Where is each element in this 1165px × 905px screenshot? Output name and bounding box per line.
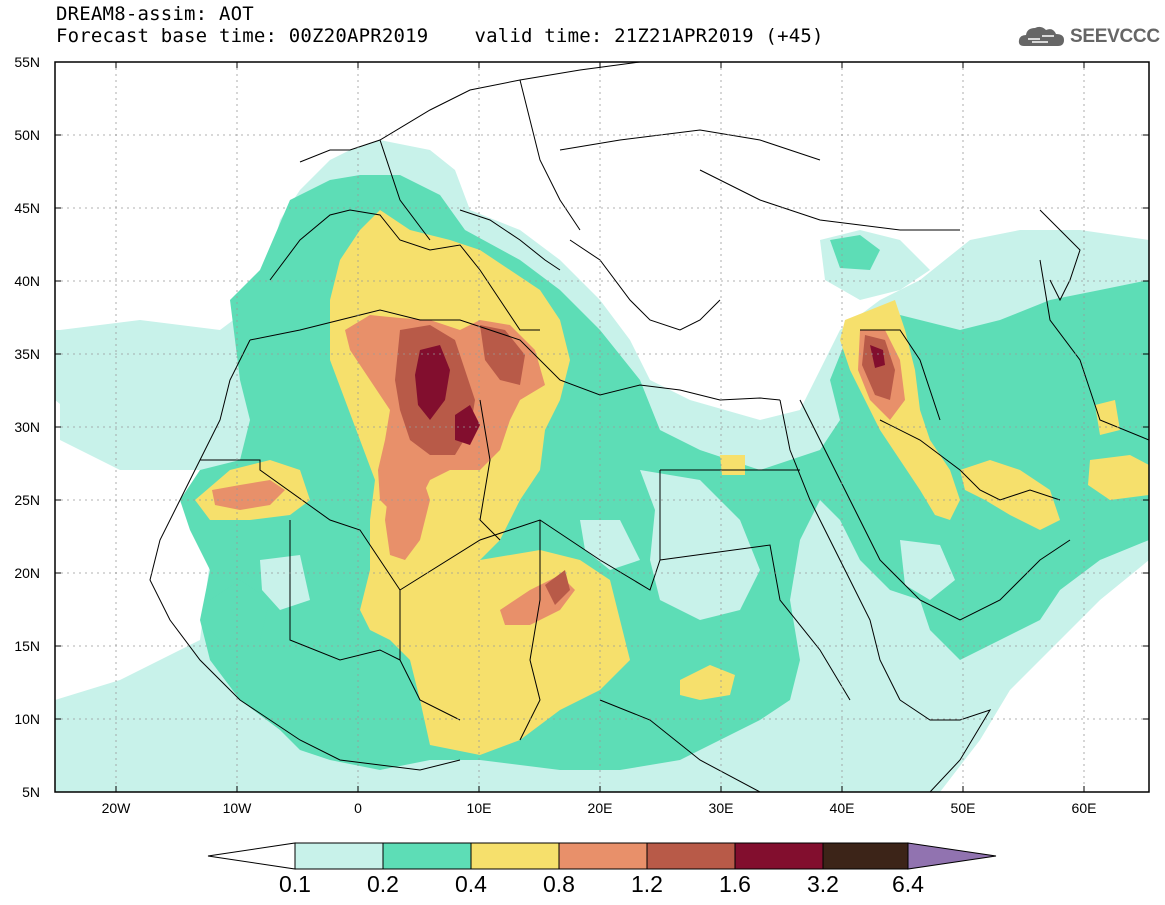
lat-label: 10N <box>10 711 40 727</box>
lon-label: 10E <box>459 800 499 816</box>
colorbar-label: 0.1 <box>265 871 325 898</box>
lon-label: 30E <box>701 800 741 816</box>
lon-label: 50E <box>943 800 983 816</box>
lon-label: 0 <box>338 800 378 816</box>
lat-label: 50N <box>10 127 40 143</box>
lat-label: 15N <box>10 638 40 654</box>
colorbar-label: 1.2 <box>617 871 677 898</box>
colorbar-label: 0.4 <box>441 871 501 898</box>
colorbar <box>208 843 996 869</box>
colorbar-low-arrow <box>208 843 295 869</box>
colorbar-box-0-4 <box>471 843 559 869</box>
lat-label: 5N <box>10 784 40 800</box>
colorbar-label: 3.2 <box>793 871 853 898</box>
colorbar-box-3-2 <box>823 843 908 869</box>
colorbar-label: 1.6 <box>705 871 765 898</box>
lon-label: 60E <box>1064 800 1104 816</box>
colorbar-box-1-2 <box>647 843 735 869</box>
lat-label: 40N <box>10 273 40 289</box>
lat-label: 25N <box>10 492 40 508</box>
colorbar-label: 6.4 <box>878 871 938 898</box>
colorbar-box-0-8 <box>559 843 647 869</box>
lat-label: 35N <box>10 346 40 362</box>
lon-label: 20W <box>96 800 136 816</box>
colorbar-box-1-6 <box>735 843 823 869</box>
colorbar-label: 0.2 <box>353 871 413 898</box>
lat-label: 55N <box>10 54 40 70</box>
colorbar-box-0-1 <box>295 843 383 869</box>
colorbar-high-arrow <box>908 843 996 869</box>
colorbar-label: 0.8 <box>529 871 589 898</box>
lat-label: 30N <box>10 419 40 435</box>
lon-label: 20E <box>580 800 620 816</box>
lon-label: 40E <box>822 800 862 816</box>
lon-label: 10W <box>217 800 257 816</box>
lat-label: 45N <box>10 200 40 216</box>
colorbar-box-0-2 <box>383 843 471 869</box>
lat-label: 20N <box>10 565 40 581</box>
